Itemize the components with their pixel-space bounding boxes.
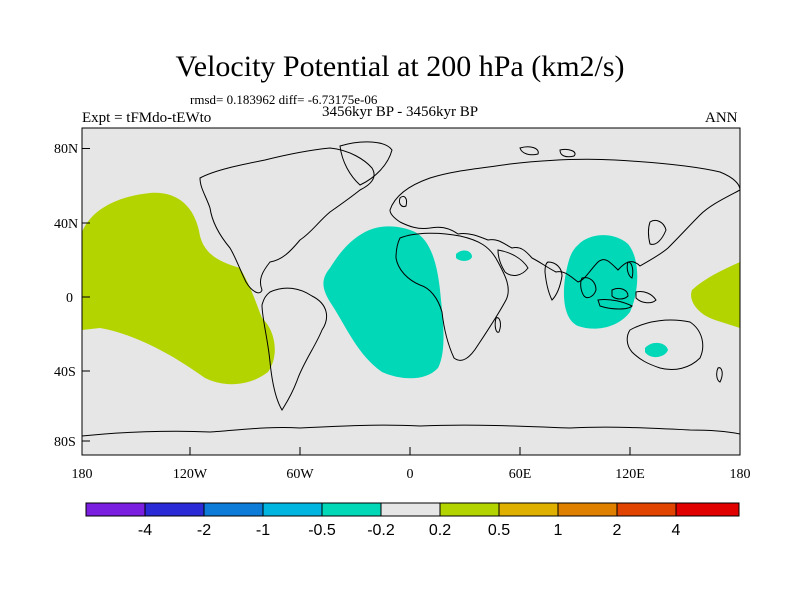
negative-anomaly-indo-pacific <box>563 235 638 329</box>
lon-label-120e: 120E <box>615 467 645 482</box>
lon-label-0: 0 <box>407 467 414 482</box>
colorbar-box-3 <box>203 502 264 517</box>
colorbar-box-1 <box>85 502 146 517</box>
lon-label-120w: 120W <box>173 467 208 482</box>
lat-label-0: 0 <box>66 291 73 306</box>
colorbar-box-10 <box>616 502 677 517</box>
map-title: Velocity Potential at 200 hPa (km2/s) <box>175 50 625 83</box>
lat-label-40s: 40S <box>54 365 76 380</box>
colorbar-label-9: 2 <box>613 522 622 539</box>
colorbar-label-10: 4 <box>672 522 681 539</box>
lon-label-60e: 60E <box>509 467 532 482</box>
coastlines <box>82 141 740 455</box>
colorbar-box-8 <box>498 502 559 517</box>
colorbar-label-8: 1 <box>554 522 563 539</box>
lat-label-40n: 40N <box>54 217 78 232</box>
colorbar-box-7 <box>439 502 500 517</box>
colorbar-label-3: -1 <box>256 522 270 539</box>
colorbar-box-11 <box>675 502 740 517</box>
lon-label-60w: 60W <box>286 467 314 482</box>
lat-label-80n: 80N <box>54 142 78 157</box>
latitude-axis: 80N 40N 0 40S 80S <box>54 142 90 450</box>
colorbar-label-6: 0.2 <box>429 522 451 539</box>
positive-anomaly-pacific <box>82 192 275 385</box>
colorbar-box-9 <box>557 502 618 517</box>
colorbar-label-5: -0.2 <box>367 522 395 539</box>
negative-anomaly-north-africa <box>456 250 472 261</box>
map-frame <box>81 127 741 456</box>
lat-label-80s: 80S <box>54 435 76 450</box>
colorbar-box-6 <box>380 502 441 517</box>
colorbar-label-1: -4 <box>138 522 152 539</box>
positive-anomaly-west-pacific <box>691 262 740 328</box>
season-label: ANN <box>705 110 738 126</box>
stats-line: rmsd= 0.183962 diff= -6.73175e-06 <box>190 92 378 107</box>
lon-label-180w: 180 <box>72 467 93 482</box>
colorbar: -4 -2 -1 -0.5 -0.2 0.2 0.5 1 2 4 <box>85 502 740 539</box>
colorbar-label-2: -2 <box>197 522 211 539</box>
colorbar-box-4 <box>262 502 323 517</box>
longitude-axis: 180 120W 60W 0 60E 120E 180 <box>72 447 751 482</box>
colorbar-label-7: 0.5 <box>488 522 510 539</box>
lon-label-180e: 180 <box>730 467 751 482</box>
colorbar-box-2 <box>144 502 205 517</box>
colorbar-label-4: -0.5 <box>308 522 336 539</box>
negative-anomaly-australia <box>645 342 668 358</box>
experiment-label: Expt = tFMdo-tEWto <box>82 110 212 126</box>
period-label: 3456kyr BP - 3456kyr BP <box>322 104 479 120</box>
negative-anomaly-atlantic-africa <box>323 226 444 379</box>
colorbar-box-5 <box>321 502 382 517</box>
